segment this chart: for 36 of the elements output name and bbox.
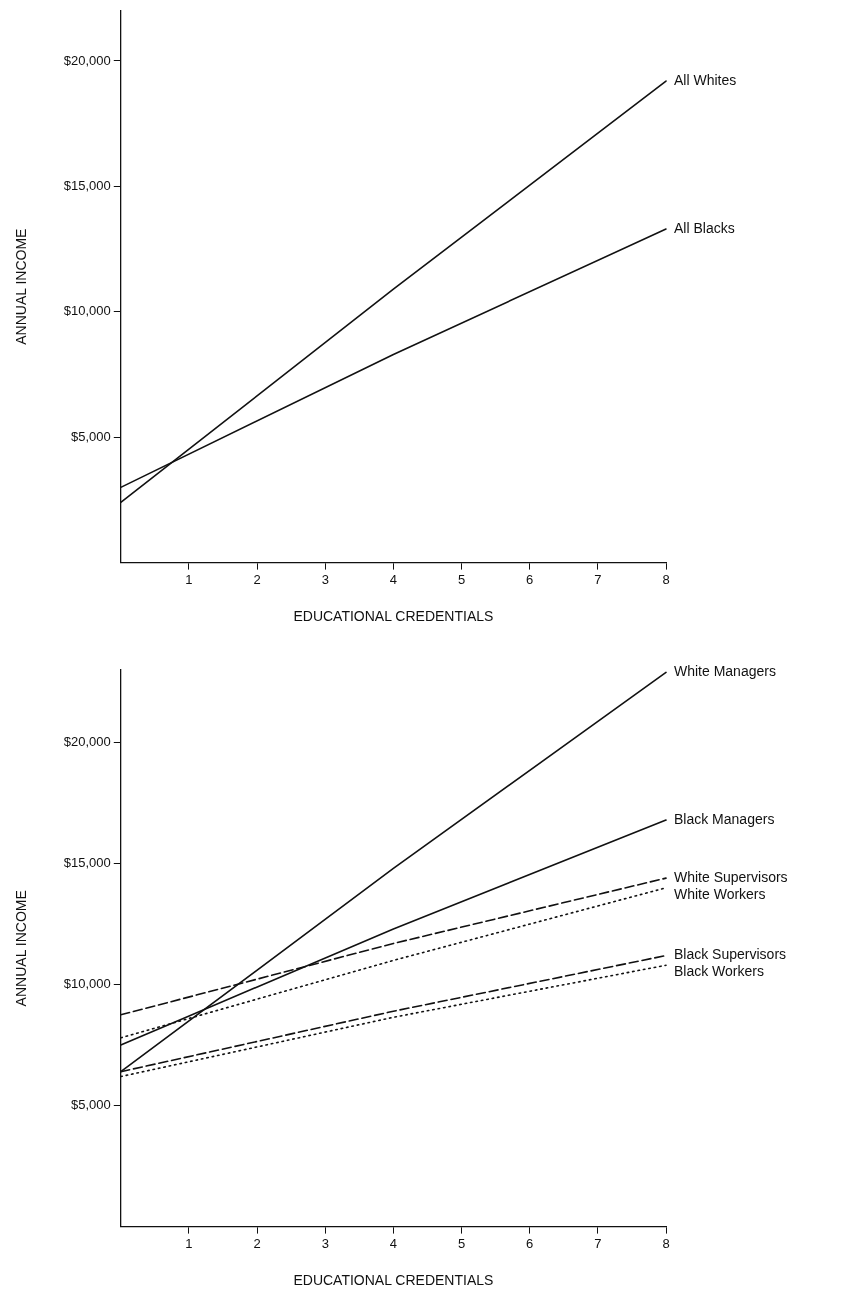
series-label: White Workers (674, 885, 766, 902)
x-tick-label: 3 (321, 571, 329, 587)
series-label: All Blacks (674, 219, 735, 236)
y-tick-label: $5,000 (71, 428, 111, 444)
y-tick-label: $20,000 (63, 52, 111, 68)
series-label: White Managers (674, 663, 776, 680)
y-tick-label: $20,000 (63, 734, 111, 750)
y-tick-label: $15,000 (63, 855, 111, 871)
series-label: Black Workers (674, 963, 764, 980)
x-tick-label: 1 (185, 1235, 193, 1251)
series-label: White Supervisors (674, 868, 788, 885)
y-axis-title: ANNUAL INCOME (13, 228, 30, 345)
series-label: All Whites (674, 71, 737, 88)
x-tick-label: 1 (185, 571, 193, 587)
x-tick-label: 2 (253, 1235, 261, 1251)
y-tick-label: $5,000 (71, 1097, 111, 1113)
y-axis-title: ANNUAL INCOME (13, 890, 30, 1007)
x-tick-label: 6 (526, 1235, 534, 1251)
x-tick-label: 3 (321, 1235, 329, 1251)
x-tick-label: 4 (389, 571, 398, 587)
series-label: Black Managers (674, 810, 775, 827)
x-tick-label: 2 (253, 571, 261, 587)
y-tick-label: $10,000 (63, 976, 111, 992)
y-tick-label: $15,000 (63, 177, 111, 193)
x-tick-label: 6 (526, 571, 534, 587)
x-axis-title: EDUCATIONAL CREDENTIALS (293, 608, 494, 625)
x-tick-label: 8 (662, 1235, 670, 1251)
x-tick-label: 8 (662, 571, 670, 587)
series-label: Black Supervisors (674, 946, 787, 963)
x-tick-label: 7 (594, 1235, 602, 1251)
x-tick-label: 7 (594, 571, 602, 587)
x-axis-title: EDUCATIONAL CREDENTIALS (293, 1272, 494, 1289)
x-tick-label: 5 (457, 1235, 466, 1251)
x-tick-label: 4 (389, 1235, 398, 1251)
y-tick-label: $10,000 (63, 303, 111, 319)
x-tick-label: 5 (457, 571, 466, 587)
